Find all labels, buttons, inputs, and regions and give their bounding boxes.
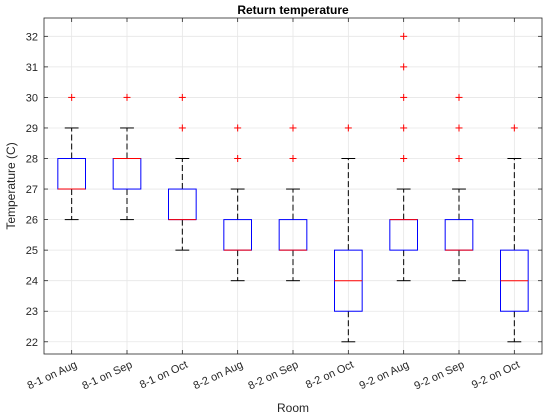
y-tick-label: 24 [26,276,38,288]
y-axis-label: Temperature (C) [4,142,18,229]
outlier-marker [400,124,408,132]
outlier-marker [455,155,463,163]
outlier-marker [178,124,186,132]
box-group [500,124,529,343]
outlier-marker [178,93,186,101]
outlier-marker [400,63,408,71]
box-layer [57,32,529,343]
outlier-marker [234,155,242,163]
box-group [57,93,86,221]
box-group [334,124,363,343]
y-tick-label: 30 [26,92,38,104]
box-group [389,32,419,282]
x-axis-label: Room [277,401,309,415]
outlier-marker [123,93,131,101]
y-tick-label: 29 [26,123,38,135]
y-tick-label: 27 [26,184,38,196]
box-group [278,124,308,282]
box-group [444,93,474,282]
outlier-marker [289,124,297,132]
box-group [112,93,142,221]
y-tick-label: 26 [26,215,38,227]
outlier-marker [344,124,352,132]
outlier-marker [68,93,76,101]
outlier-marker [455,93,463,101]
outlier-marker [510,124,518,132]
outlier-marker [400,32,408,40]
outlier-marker [234,124,242,132]
outlier-marker [400,155,408,163]
y-tick-label: 25 [26,245,38,257]
outlier-marker [455,124,463,132]
y-tick-label: 31 [26,62,38,74]
outlier-marker [289,155,297,163]
y-tick-label: 23 [26,306,38,318]
box-group [223,124,252,282]
y-tick-label: 22 [26,337,38,349]
y-tick-label: 28 [26,154,38,166]
box-group [168,93,197,251]
outlier-marker [400,93,408,101]
y-tick-label: 32 [26,31,38,43]
chart-title: Return temperature [237,3,349,17]
